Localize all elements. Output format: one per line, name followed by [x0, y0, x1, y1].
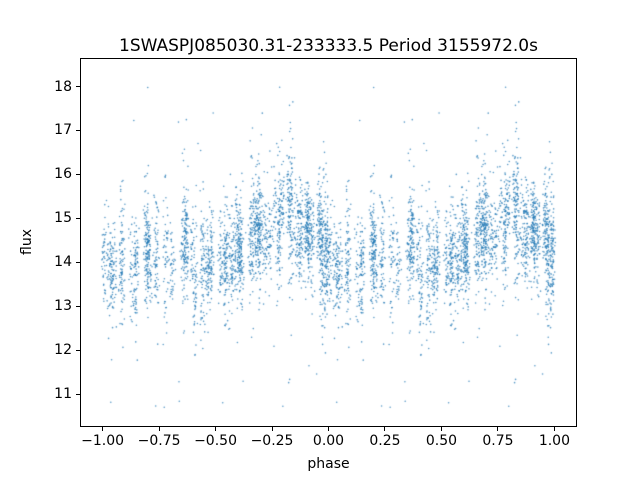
y-tick-label: 11: [54, 386, 72, 403]
x-tick-mark: [497, 427, 499, 431]
scatter-points-canvas: [80, 58, 577, 427]
y-tick-mark: [76, 261, 80, 263]
x-tick-label: −0.25: [250, 433, 294, 449]
y-tick-mark: [76, 305, 80, 307]
y-tick-label: 16: [54, 166, 72, 183]
chart-title: 1SWASPJ085030.31-233333.5 Period 3155972…: [119, 36, 538, 56]
y-tick-mark: [76, 349, 80, 351]
y-tick-label: 14: [54, 254, 72, 271]
y-tick-label: 13: [54, 298, 72, 315]
x-tick-label: −1.00: [81, 433, 125, 449]
y-tick-mark: [76, 173, 80, 175]
y-axis-label: flux: [19, 229, 35, 255]
x-tick-mark: [158, 427, 160, 431]
y-tick-label: 12: [54, 342, 72, 359]
x-tick-label: 0.00: [312, 433, 345, 449]
x-tick-mark: [553, 427, 555, 431]
x-tick-label: −0.50: [194, 433, 237, 449]
y-tick-label: 15: [54, 210, 72, 227]
x-tick-mark: [440, 427, 442, 431]
x-tick-mark: [384, 427, 386, 431]
x-tick-label: 0.50: [425, 433, 458, 449]
x-tick-mark: [271, 427, 273, 431]
x-tick-mark: [215, 427, 217, 431]
x-tick-mark: [328, 427, 329, 431]
y-tick-mark: [76, 86, 80, 88]
y-tick-mark: [76, 129, 80, 131]
x-axis-label: phase: [307, 456, 350, 472]
x-tick-label: 0.75: [482, 433, 514, 449]
y-tick-label: 17: [54, 122, 72, 139]
x-tick-mark: [102, 427, 104, 431]
x-tick-label: 0.25: [369, 433, 401, 449]
x-tick-label: 1.00: [538, 433, 570, 449]
y-tick-mark: [76, 217, 80, 219]
y-tick-label: 18: [54, 78, 72, 95]
y-tick-mark: [76, 393, 80, 395]
x-tick-label: −0.75: [137, 433, 181, 449]
